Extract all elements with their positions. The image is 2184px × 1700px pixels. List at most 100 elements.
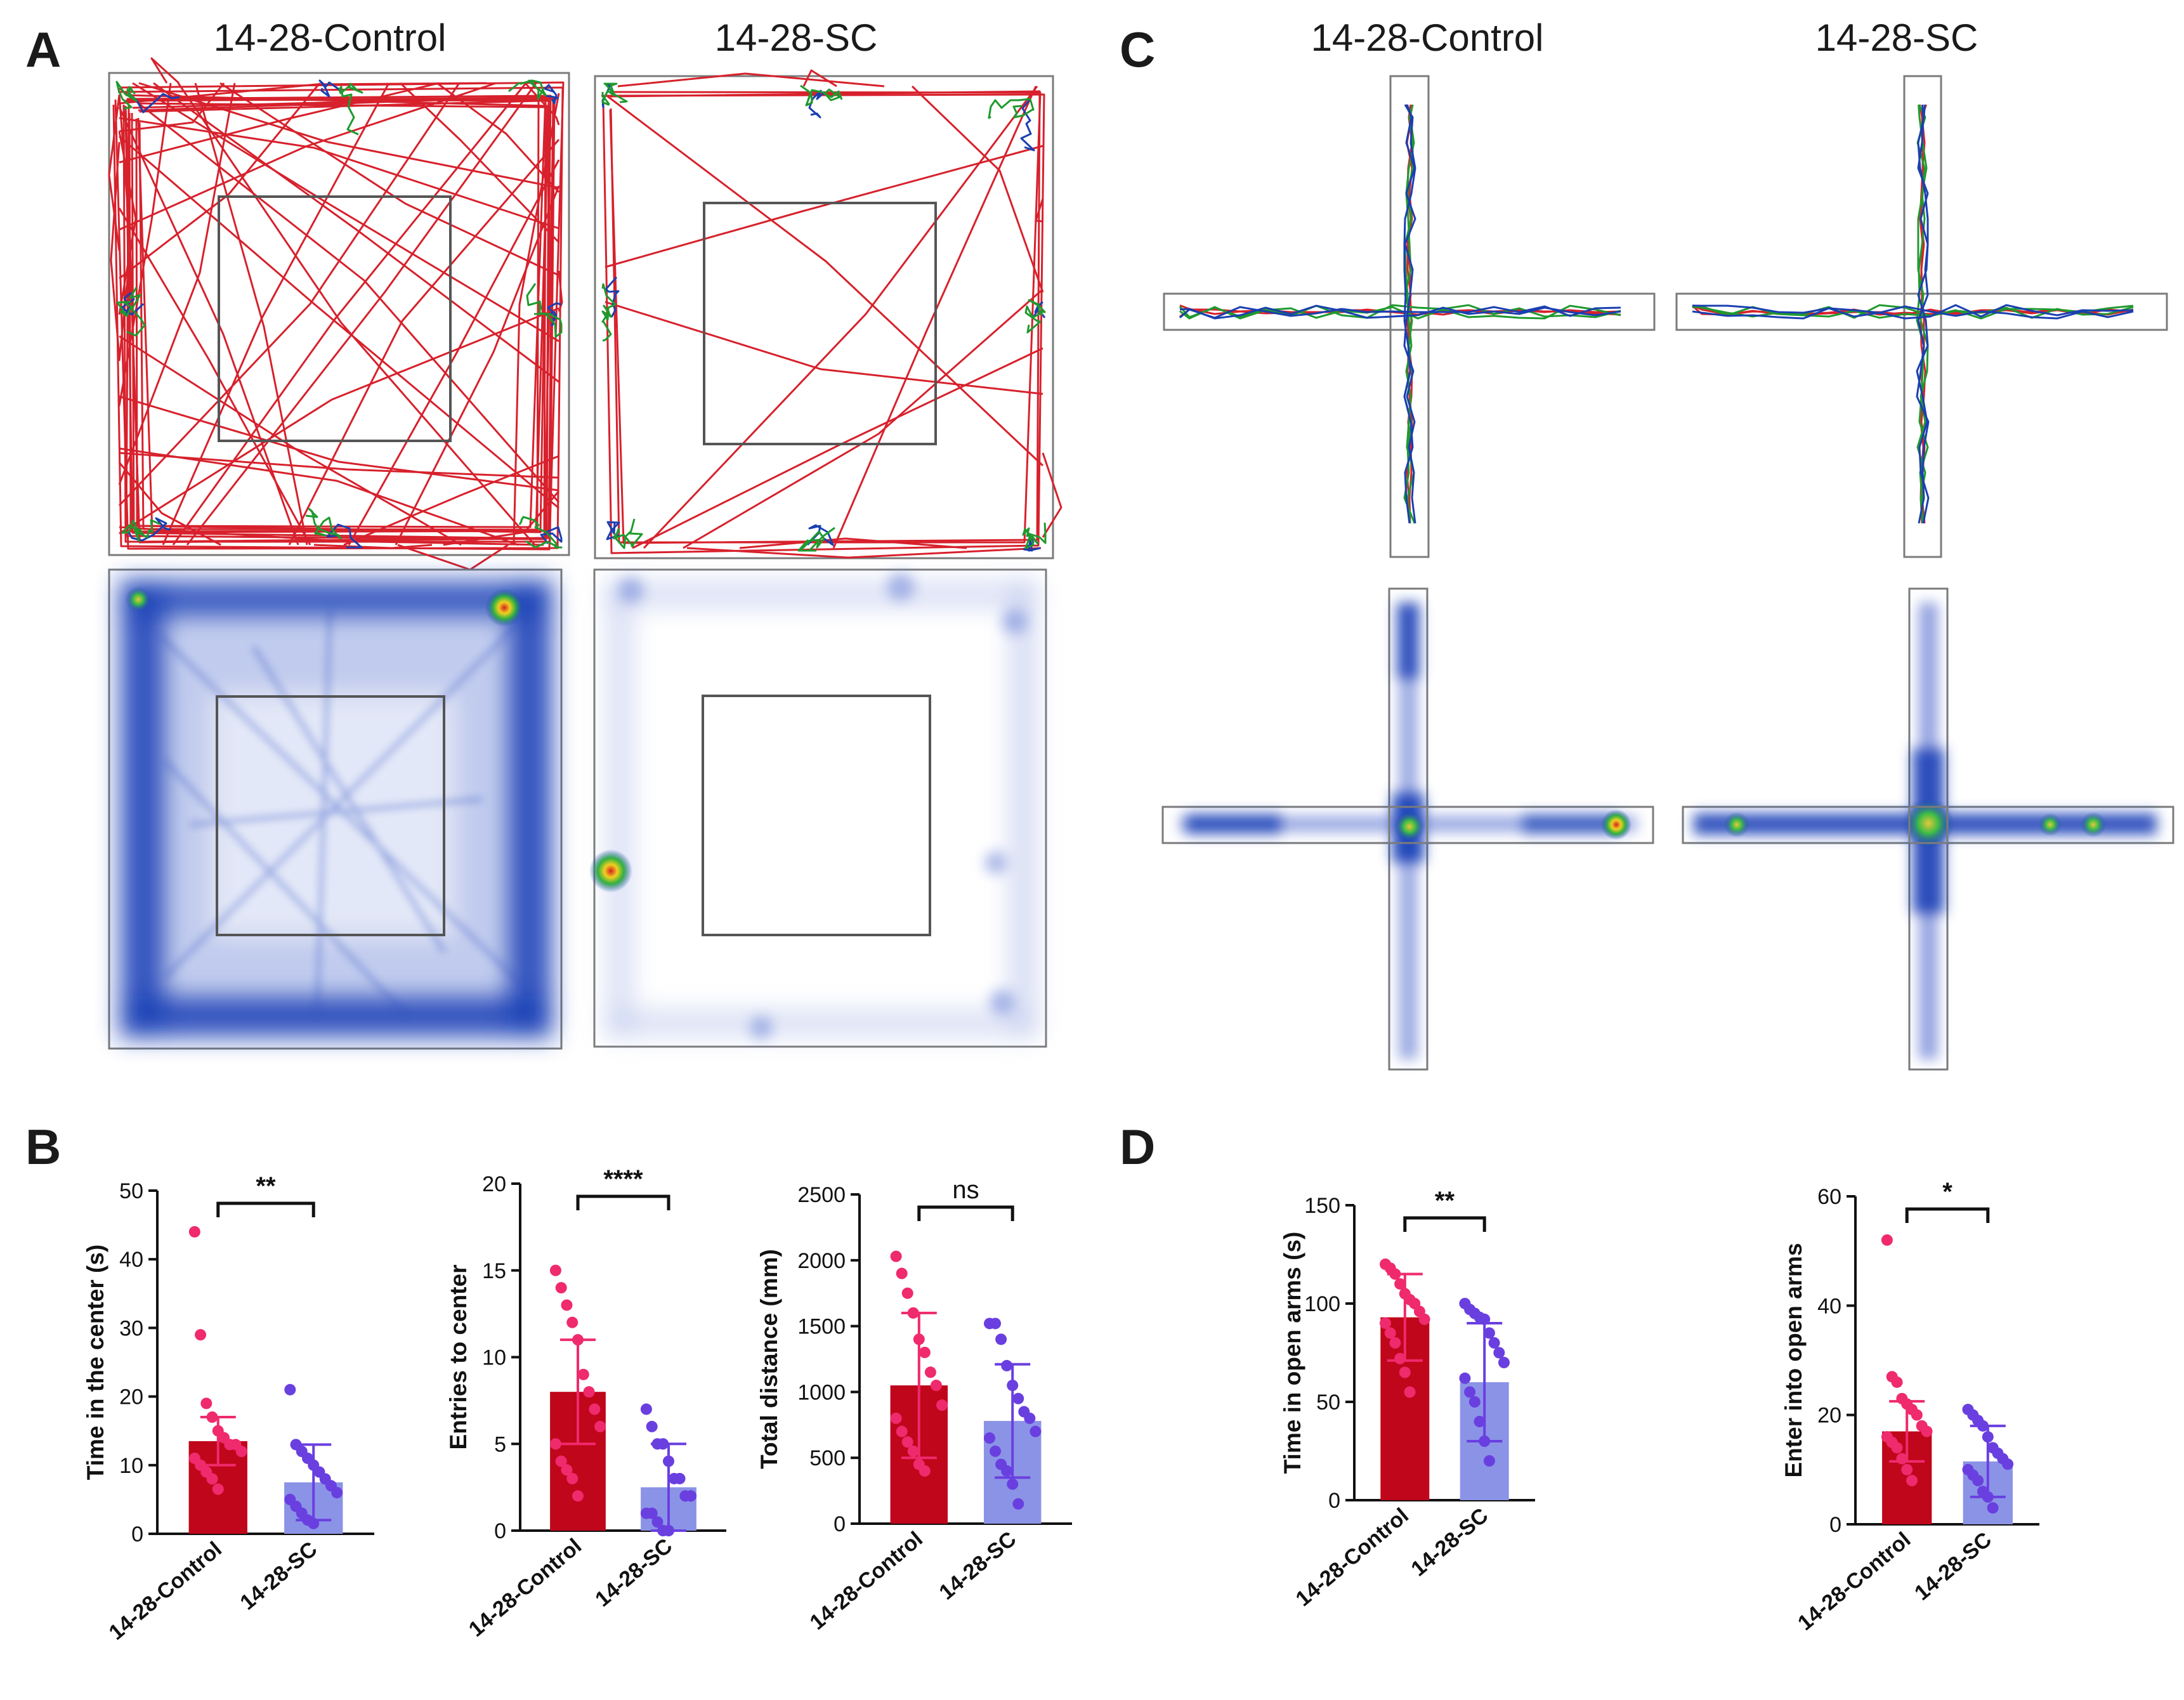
a-control-warmspot — [126, 587, 151, 612]
data-point — [1001, 1359, 1013, 1371]
header-c-sc: 14-28-SC — [1815, 16, 1978, 59]
data-point — [331, 1487, 343, 1499]
c-control-maze-heatmap — [1161, 587, 1654, 1071]
y-tick-label: 10 — [119, 1454, 143, 1478]
data-point — [890, 1412, 902, 1424]
data-point — [188, 1226, 200, 1238]
chart-time-in-open-arms: 0 50 100 150 Time in open arms (s) 14-28-Cont… — [1279, 1187, 1535, 1611]
data-point — [1418, 1313, 1430, 1325]
maze-track-vertical — [1916, 104, 1929, 524]
data-point — [1464, 1386, 1476, 1398]
data-point — [1493, 1347, 1505, 1359]
track-path — [443, 490, 560, 546]
y-tick-label: 60 — [1817, 1185, 1841, 1209]
maze-track-horizontal — [1692, 304, 2134, 320]
a-sc-track-plot — [594, 69, 1063, 559]
data-point — [583, 1386, 595, 1398]
data-point — [1972, 1475, 1984, 1487]
data-point — [990, 1445, 1002, 1457]
data-point — [1479, 1435, 1491, 1447]
y-tick-label: 20 — [1817, 1404, 1841, 1428]
data-point — [555, 1282, 567, 1294]
data-point — [572, 1334, 584, 1346]
data-point — [1024, 1412, 1036, 1424]
track-squiggle — [613, 530, 643, 547]
track-squiggle — [526, 283, 550, 315]
track-squiggle — [601, 304, 613, 342]
x-category-label: 14-28-SC — [1406, 1503, 1493, 1581]
track-path — [172, 82, 527, 546]
track-path — [683, 288, 1043, 549]
track-path — [119, 82, 440, 164]
data-point — [1389, 1268, 1401, 1280]
data-point — [284, 1383, 296, 1396]
track-path — [832, 86, 1037, 549]
data-point — [1483, 1455, 1495, 1467]
track-path — [119, 452, 559, 479]
a-sc-heatmap — [589, 568, 1047, 1048]
a-sc-heatmap-frame — [593, 568, 1047, 1048]
data-point — [657, 1438, 669, 1450]
header-c-control: 14-28-Control — [1311, 16, 1544, 59]
track-path — [119, 82, 225, 133]
track-squiggle — [1028, 299, 1046, 318]
track-path — [132, 82, 559, 343]
track-squiggle — [540, 526, 563, 544]
track-squiggle — [603, 82, 628, 103]
track-path — [632, 347, 1043, 549]
y-axis-label: Total distance (mm) — [756, 1249, 782, 1469]
c-sc-maze-lines — [1692, 104, 2134, 524]
track-squiggle — [988, 98, 1031, 119]
data-point — [566, 1316, 579, 1328]
data-point — [901, 1436, 913, 1448]
x-category-label: 14-28-SC — [591, 1534, 677, 1612]
y-axis-label: Time in open arms (s) — [1279, 1232, 1305, 1474]
a-sc-hotspot — [589, 849, 632, 893]
y-axis-label: Time in the center (s) — [82, 1245, 108, 1480]
c-sc-heat-warmspot-center — [1903, 798, 1954, 849]
data-point — [1001, 1465, 1013, 1477]
track-path — [219, 82, 559, 277]
data-point — [646, 1420, 658, 1432]
data-point — [1468, 1396, 1481, 1408]
data-point — [1891, 1442, 1903, 1454]
data-point — [913, 1333, 925, 1345]
data-point — [1380, 1318, 1392, 1329]
data-point — [206, 1411, 218, 1423]
data-point — [1012, 1498, 1024, 1510]
track-path — [138, 100, 540, 531]
y-tick-label: 0 — [1328, 1489, 1340, 1513]
data-point — [1012, 1392, 1024, 1404]
data-point — [1394, 1278, 1406, 1290]
c-control-maze-track — [1163, 75, 1656, 558]
track-path — [513, 93, 560, 546]
maze-track-horizontal — [1179, 304, 1621, 319]
track-path — [119, 82, 497, 231]
data-point — [896, 1267, 908, 1279]
data-point — [212, 1483, 224, 1495]
significance-bracket — [576, 1194, 670, 1210]
track-path — [153, 82, 559, 383]
a-sc-heat-density — [606, 580, 1037, 1037]
data-point — [572, 1490, 584, 1502]
track-path — [194, 82, 308, 546]
a-control-heat-paths — [157, 608, 522, 1017]
track-squiggle — [547, 302, 562, 327]
track-path — [739, 537, 967, 549]
a-control-track-lines — [108, 57, 565, 571]
track-squiggle — [518, 516, 547, 533]
track-squiggle — [601, 283, 617, 321]
data-point — [1399, 1366, 1411, 1378]
significance-label: ** — [1435, 1187, 1455, 1215]
data-point — [2002, 1458, 2014, 1470]
x-category-label: 14-28-Control — [806, 1527, 927, 1635]
track-squiggle — [119, 306, 146, 337]
x-category-label: 14-28-Control — [105, 1537, 226, 1645]
maze-track-vertical — [1916, 104, 1930, 524]
x-category-label: 14-28-Control — [464, 1534, 586, 1642]
chart-entries-to-center: 0 5 10 15 20 Entries to center 14-28-Control 14… — [445, 1165, 726, 1642]
c-sc-maze-heatmap — [1682, 587, 2174, 1071]
significance-label: ** — [256, 1172, 276, 1200]
track-squiggle — [1024, 522, 1047, 549]
